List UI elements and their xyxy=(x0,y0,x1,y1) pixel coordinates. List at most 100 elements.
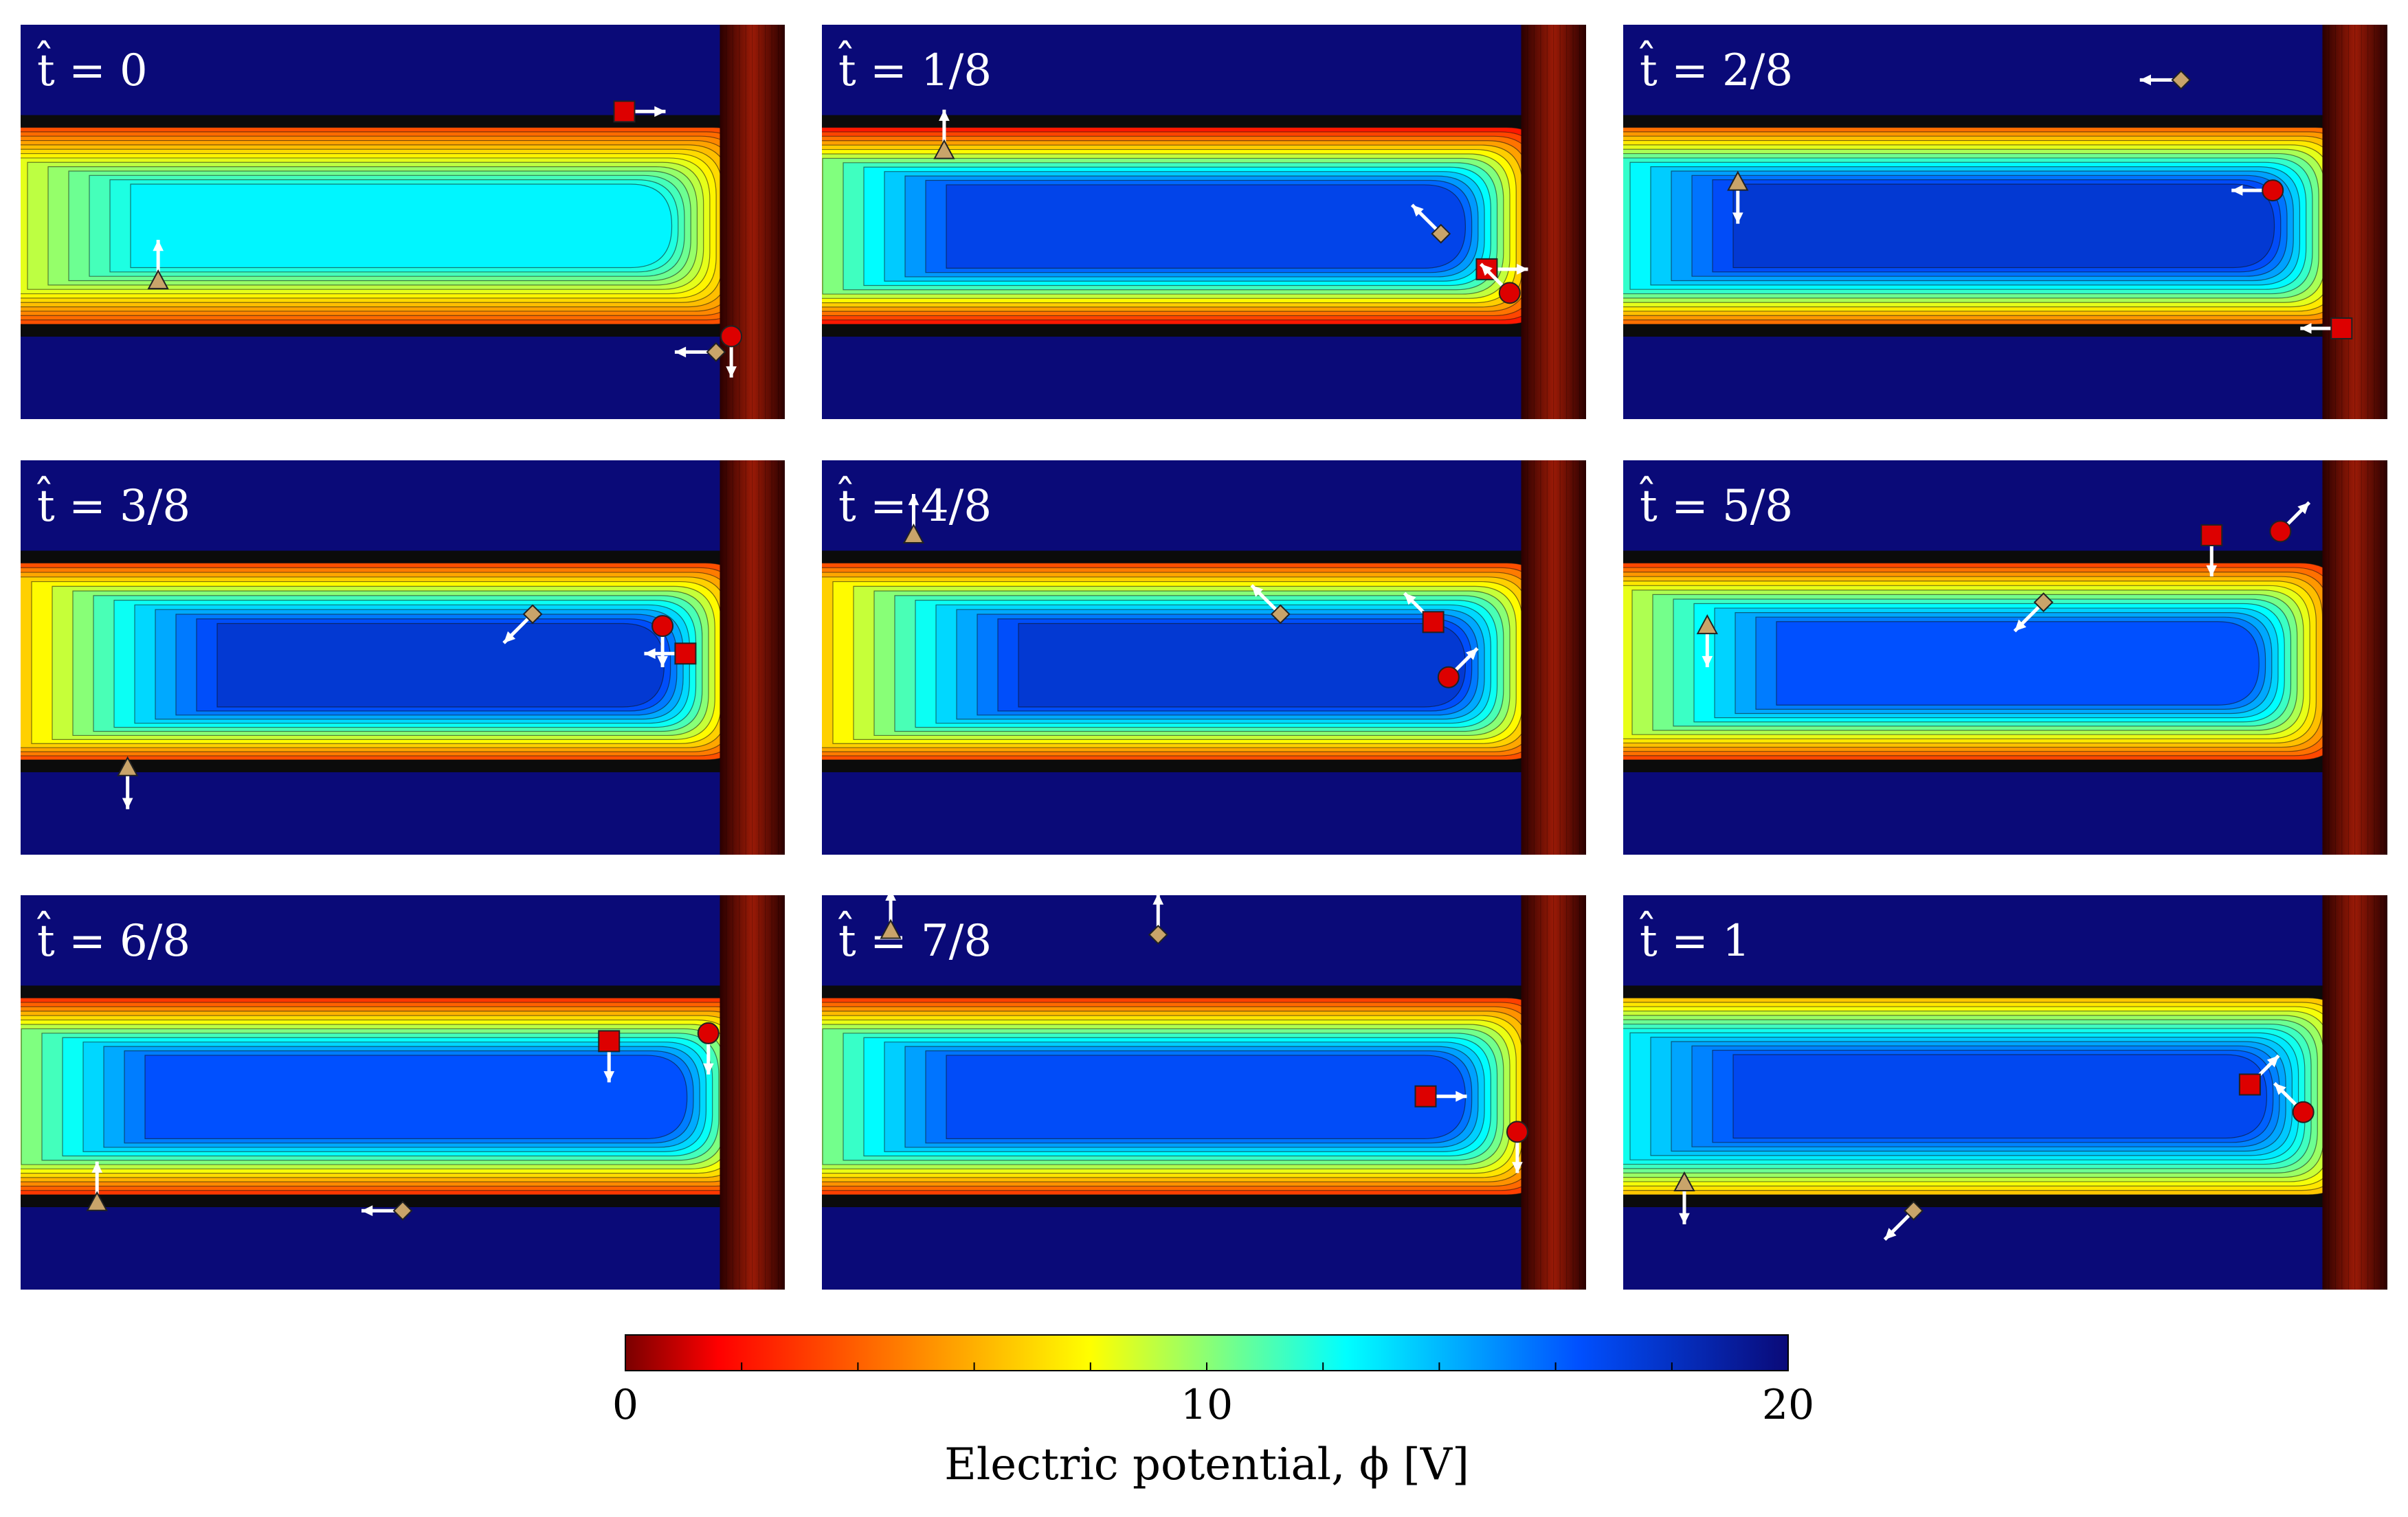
circle-marker xyxy=(1437,666,1460,688)
diamond-marker xyxy=(1148,924,1168,945)
square-marker xyxy=(1422,611,1445,633)
potential-contour xyxy=(946,184,1466,269)
velocity-arrowhead xyxy=(644,648,656,660)
triangle-marker xyxy=(902,523,925,544)
velocity-arrowhead xyxy=(702,1063,714,1075)
triangle-marker xyxy=(880,919,902,939)
velocity-arrowhead xyxy=(657,655,668,668)
velocity-arrowhead xyxy=(674,346,687,358)
wire-electrode xyxy=(2322,895,2387,1290)
diamond-marker xyxy=(1904,1200,1924,1221)
velocity-arrowhead xyxy=(1679,1213,1690,1225)
wire-electrode xyxy=(1521,895,1586,1290)
square-marker xyxy=(2330,317,2353,339)
velocity-arrowhead xyxy=(153,240,164,251)
square-marker xyxy=(1414,1085,1437,1108)
velocity-arrowhead xyxy=(1480,264,1493,276)
panel-time-label: t̂ = 7/8 xyxy=(838,911,992,967)
potential-contour xyxy=(216,622,665,708)
colorbar: 0 10 20 Electric potential, ϕ [V] xyxy=(612,1334,1814,1490)
velocity-arrowhead xyxy=(2300,323,2312,334)
panel-6: t̂ = 6/8 xyxy=(21,895,785,1290)
diamond-marker xyxy=(706,342,726,362)
panel-5: t̂ = 5/8 xyxy=(1623,460,2387,855)
circle-marker xyxy=(720,325,743,348)
triangle-marker xyxy=(933,139,955,159)
panel-7: t̂ = 7/8 xyxy=(822,889,1586,1290)
velocity-arrowhead xyxy=(2231,185,2243,196)
square-marker xyxy=(598,1030,621,1053)
panel-3: t̂ = 3/8 xyxy=(21,460,785,855)
velocity-arrowhead xyxy=(1412,205,1424,217)
velocity-arrowhead xyxy=(2274,1083,2286,1095)
velocity-arrowhead xyxy=(1702,655,1713,668)
panel-time-label: t̂ = 6/8 xyxy=(37,911,190,967)
velocity-arrowhead xyxy=(1465,648,1478,660)
wire-electrode xyxy=(720,460,785,855)
circle-marker xyxy=(1498,282,1521,304)
colorbar-tick-label: 20 xyxy=(1762,1381,1814,1429)
panel-time-label: t̂ = 0 xyxy=(37,41,148,96)
velocity-arrowhead xyxy=(939,109,950,121)
square-marker xyxy=(2200,524,2223,547)
diamond-marker xyxy=(1431,223,1451,244)
triangle-marker xyxy=(1727,170,1749,191)
velocity-arrowhead xyxy=(1732,212,1743,224)
velocity-arrowhead xyxy=(726,366,737,378)
circle-marker xyxy=(1506,1121,1528,1143)
wire-electrode xyxy=(720,895,785,1290)
panel-4: t̂ = 4/8 xyxy=(822,460,1586,855)
velocity-arrowhead xyxy=(2206,565,2218,577)
velocity-arrowhead xyxy=(654,106,666,117)
diamond-marker xyxy=(392,1200,413,1221)
panel-grid: t̂ = 0 t̂ = 1/8 t̂ = 2/8 t̂ = 3/8 t̂ = 4/8 t̂… xyxy=(21,25,2387,1290)
velocity-arrowhead xyxy=(1456,1090,1467,1102)
velocity-arrowhead xyxy=(1517,264,1528,275)
velocity-arrowhead xyxy=(1884,1228,1897,1240)
triangle-marker xyxy=(86,1191,108,1211)
circle-marker xyxy=(651,615,674,638)
wire-electrode xyxy=(2322,460,2387,855)
panel-time-label: t̂ = 1/8 xyxy=(838,41,992,96)
potential-contour xyxy=(946,1055,1466,1139)
velocity-arrowhead xyxy=(2266,1055,2279,1068)
velocity-arrowhead xyxy=(504,631,516,643)
triangle-marker xyxy=(1696,614,1718,635)
velocity-arrowhead xyxy=(603,1071,615,1083)
triangle-marker xyxy=(1673,1171,1695,1192)
velocity-arrowhead xyxy=(885,889,896,901)
velocity-arrowhead xyxy=(2297,502,2310,515)
square-marker xyxy=(674,642,697,665)
square-marker xyxy=(613,100,636,123)
panel-2: t̂ = 2/8 xyxy=(1623,25,2387,419)
panel-8: t̂ = 1 xyxy=(1623,895,2387,1290)
square-marker xyxy=(2238,1073,2261,1096)
diamond-marker xyxy=(1270,604,1291,625)
panel-time-label: t̂ = 2/8 xyxy=(1640,41,1793,96)
potential-contour xyxy=(144,1055,688,1139)
velocity-arrowhead xyxy=(122,798,133,809)
colorbar-tick-label: 0 xyxy=(612,1381,638,1429)
panel-time-label: t̂ = 5/8 xyxy=(1640,476,1793,532)
velocity-arrowhead xyxy=(91,1161,103,1173)
wire-electrode xyxy=(1521,460,1586,855)
velocity-arrowhead xyxy=(1152,893,1164,905)
velocity-arrowhead xyxy=(2014,619,2027,631)
diamond-marker xyxy=(522,604,543,625)
panel-time-label: t̂ = 1 xyxy=(1640,911,1750,967)
circle-marker xyxy=(2269,520,2292,543)
velocity-arrowhead xyxy=(1404,593,1416,605)
potential-contour xyxy=(1018,622,1466,708)
velocity-arrowhead xyxy=(2139,74,2151,86)
wire-electrode xyxy=(2322,25,2387,419)
panel-time-label: t̂ = 3/8 xyxy=(37,476,190,532)
velocity-arrowhead xyxy=(908,494,919,506)
panel-1: t̂ = 1/8 xyxy=(822,25,1586,419)
velocity-arrowhead xyxy=(361,1205,373,1217)
triangle-marker xyxy=(117,756,139,776)
potential-contour xyxy=(1776,621,2260,706)
diamond-marker xyxy=(2033,592,2054,613)
velocity-arrowhead xyxy=(1512,1162,1523,1173)
velocity-arrowhead xyxy=(1251,585,1264,597)
